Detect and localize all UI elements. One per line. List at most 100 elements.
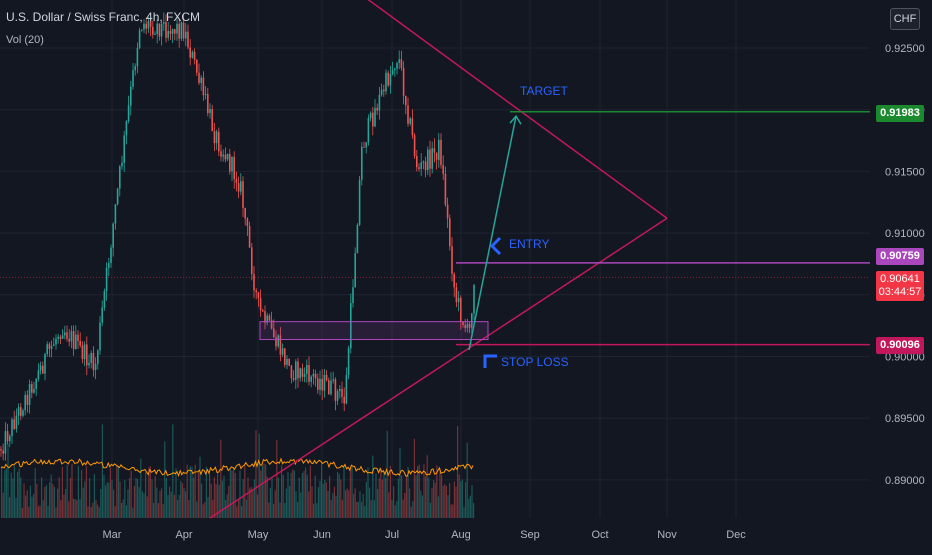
volume-bar-248: [397, 478, 399, 518]
volume-bar-169: [271, 476, 273, 518]
candle-body-53: [116, 188, 119, 205]
volume-bar-156: [250, 486, 252, 518]
volume-bar-158: [253, 479, 255, 518]
candle-body-117: [257, 292, 260, 299]
candle-body-50: [110, 247, 112, 264]
volume-bar-198: [317, 487, 319, 518]
candle-body-29: [64, 332, 66, 336]
candle-body-21: [46, 344, 48, 355]
candle-body-155: [341, 389, 343, 397]
candle-body-71: [156, 23, 158, 34]
volume-bar-138: [221, 480, 223, 518]
volume-bar-182: [292, 469, 294, 518]
candle-body-157: [345, 374, 348, 404]
volume-bar-286: [458, 474, 460, 518]
volume-bar-277: [444, 484, 446, 518]
candle-body-112: [246, 218, 249, 227]
volume-bar-128: [205, 466, 207, 518]
candle-body-210: [462, 321, 464, 325]
volume-bar-193: [309, 465, 311, 518]
candle-body-168: [369, 112, 372, 119]
volume-bar-106: [170, 491, 172, 518]
candle-body-192: [422, 161, 425, 163]
candle-body-171: [376, 107, 378, 111]
volume-bar-64: [103, 474, 105, 518]
projection-arrow: [468, 116, 517, 351]
volume-bar-25: [41, 477, 43, 518]
volume-bar-136: [218, 484, 220, 518]
volume-bar-32: [52, 483, 54, 518]
candle-body-16: [35, 378, 37, 390]
volume-bar-95: [153, 502, 155, 518]
volume-bar-33: [53, 486, 55, 518]
volume-bar-285: [457, 426, 459, 518]
volume-bar-154: [247, 477, 249, 518]
volume-bar-36: [58, 477, 60, 518]
volume-bar-75: [121, 503, 123, 518]
current-price: 0.90641: [880, 273, 920, 285]
volume-bar-40: [65, 488, 67, 518]
candle-body-78: [171, 29, 174, 34]
candle-body-6: [13, 419, 15, 429]
candle-body-1: [2, 450, 4, 454]
x-tick-label-9: Dec: [726, 529, 746, 541]
volume-bar-205: [329, 475, 331, 518]
volume-bar-197: [316, 503, 318, 518]
volume-bar-179: [287, 472, 289, 518]
volume-bar-132: [212, 499, 214, 518]
volume-bar-93: [149, 466, 151, 518]
candle-body-133: [292, 378, 295, 380]
candle-body-114: [251, 247, 253, 274]
volume-indicator-label[interactable]: Vol (20): [6, 34, 44, 46]
candle-body-66: [145, 23, 147, 29]
volume-bar-65: [105, 485, 107, 518]
candle-body-209: [460, 297, 462, 322]
candle-body-103: [226, 153, 229, 160]
volume-bar-70: [113, 489, 115, 518]
candle-body-196: [431, 148, 433, 169]
candle-body-131: [288, 358, 290, 366]
volume-bar-178: [285, 488, 287, 518]
volume-bar-67: [108, 482, 110, 518]
candle-body-207: [455, 287, 458, 303]
currency-button[interactable]: CHF: [890, 8, 920, 30]
candle-body-149: [328, 380, 330, 395]
volume-bar-146: [234, 472, 236, 518]
candle-body-77: [169, 30, 172, 34]
candle-body-204: [449, 218, 451, 247]
candle-body-213: [468, 324, 471, 328]
x-tick-label-5: Aug: [451, 529, 471, 541]
volume-bar-207: [332, 493, 334, 518]
volume-bar-6: [10, 472, 12, 518]
volume-bar-69: [111, 480, 113, 518]
volume-bar-247: [396, 501, 398, 518]
candle-body-184: [405, 95, 407, 106]
volume-bar-112: [180, 480, 182, 518]
volume-bar-224: [359, 491, 361, 518]
candle-body-97: [213, 130, 216, 144]
volume-bar-225: [361, 501, 363, 518]
volume-bar-175: [281, 465, 283, 518]
candle-body-116: [255, 290, 257, 293]
volume-bar-17: [28, 506, 30, 518]
volume-bar-183: [293, 470, 295, 518]
candle-body-54: [119, 166, 121, 189]
volume-bar-1: [2, 492, 4, 518]
volume-bar-199: [319, 480, 321, 518]
candle-body-134: [295, 361, 297, 380]
candle-body-5: [11, 419, 13, 437]
volume-bar-111: [178, 494, 180, 518]
candle-body-179: [394, 68, 396, 71]
volume-bar-152: [244, 465, 246, 518]
volume-bar-249: [399, 448, 401, 518]
drawings[interactable]: [0, 0, 870, 519]
volume-bar-180: [289, 486, 291, 518]
volume-bar-283: [453, 481, 455, 518]
volume-bar-213: [341, 500, 343, 518]
volume-bar-47: [76, 500, 78, 518]
candle-body-35: [77, 334, 79, 341]
candle-body-139: [306, 365, 308, 374]
volume-bar-167: [268, 502, 270, 518]
